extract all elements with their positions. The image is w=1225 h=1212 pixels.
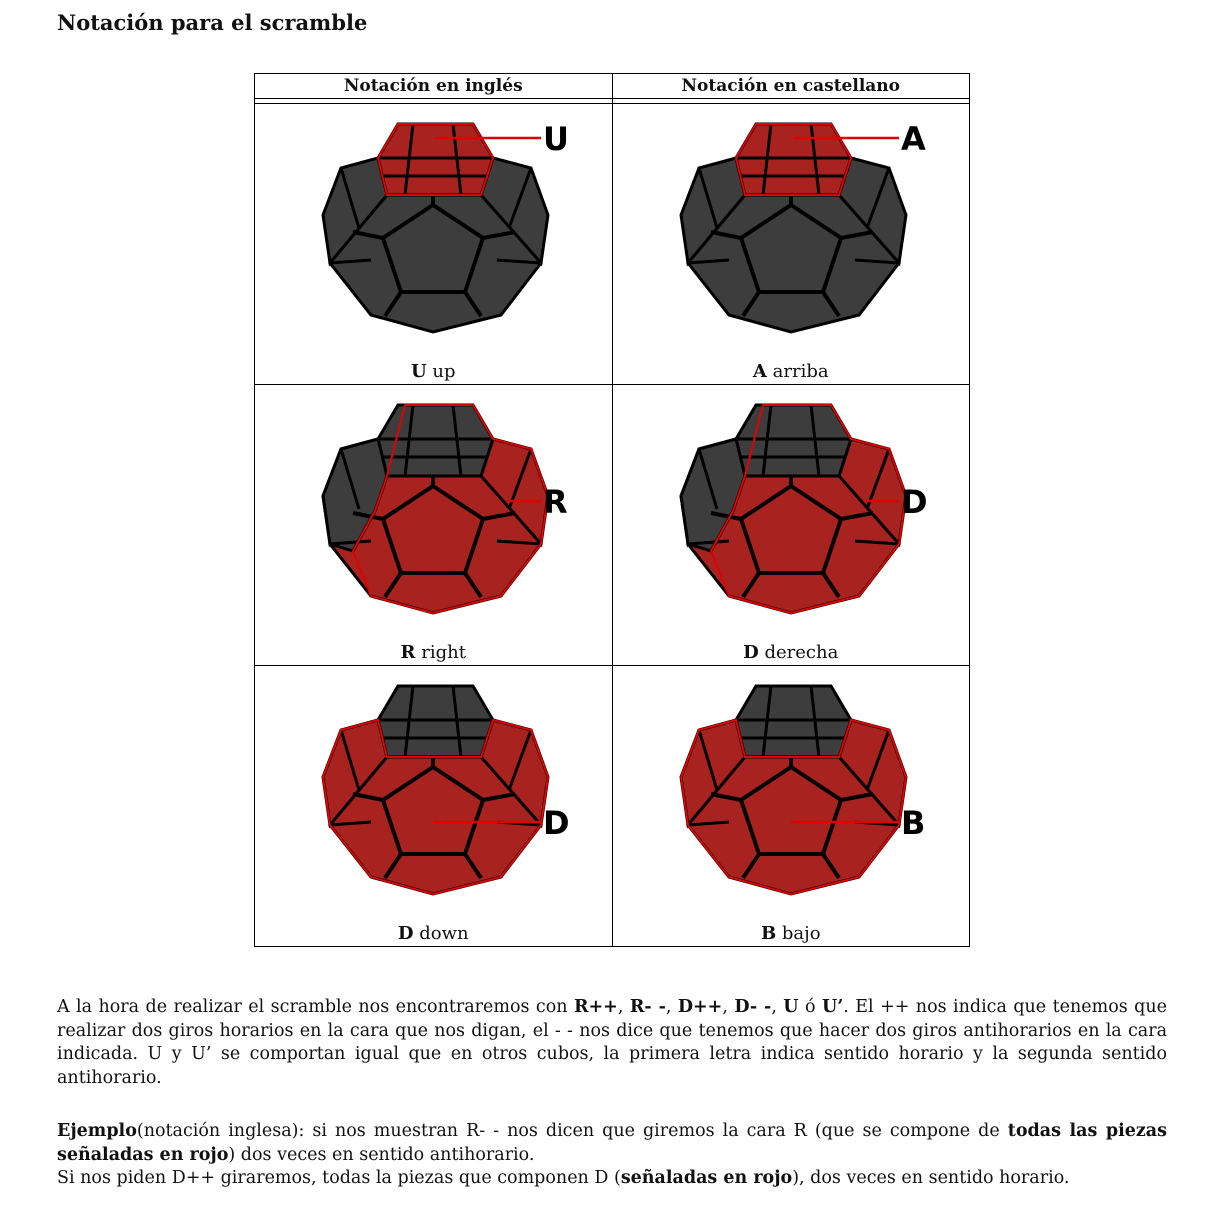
face-letter-label: A [901, 120, 926, 158]
cell-down: D D down [254, 665, 613, 947]
caption-up: U up [410, 361, 456, 382]
header-spanish: Notación en castellano [611, 73, 970, 99]
caption-bajo: B bajo [760, 923, 821, 944]
face-letter-label: D [901, 483, 928, 521]
megaminx-d-right-image: D [679, 403, 928, 615]
caption-derecha: D derecha [743, 642, 839, 663]
face-letter-label: D [543, 804, 570, 842]
page-title: Notación para el scramble [57, 10, 368, 35]
cell-arriba: A A arriba [611, 103, 970, 385]
paragraph-example-2: Si nos piden D++ giraremos, todas la pie… [57, 1168, 1070, 1188]
notation-table: Notación en inglés Notación en castellan… [254, 73, 970, 947]
caption-arriba: A arriba [752, 361, 829, 382]
face-letter-label: U [543, 120, 569, 158]
caption-down: D down [397, 923, 469, 944]
megaminx-u-image: U [321, 120, 569, 334]
megaminx-d-down-image: D [321, 684, 570, 896]
megaminx-r-image: R [321, 403, 568, 615]
cell-derecha: D D derecha [611, 384, 970, 666]
caption-right: R right [400, 642, 466, 663]
cell-right: R R right [254, 384, 613, 666]
megaminx-a-image: A [679, 120, 926, 334]
megaminx-b-image: B [679, 684, 925, 896]
paragraph-explanation: A la hora de realizar el scramble nos en… [57, 997, 1167, 1088]
cell-up: U U up [254, 103, 613, 385]
header-english: Notación en inglés [254, 73, 613, 99]
cell-bajo: B B bajo [611, 665, 970, 947]
face-letter-label: R [543, 483, 568, 521]
paragraph-example: Ejemplo(notación inglesa): si nos muestr… [57, 1121, 1167, 1165]
face-letter-label: B [901, 804, 925, 842]
